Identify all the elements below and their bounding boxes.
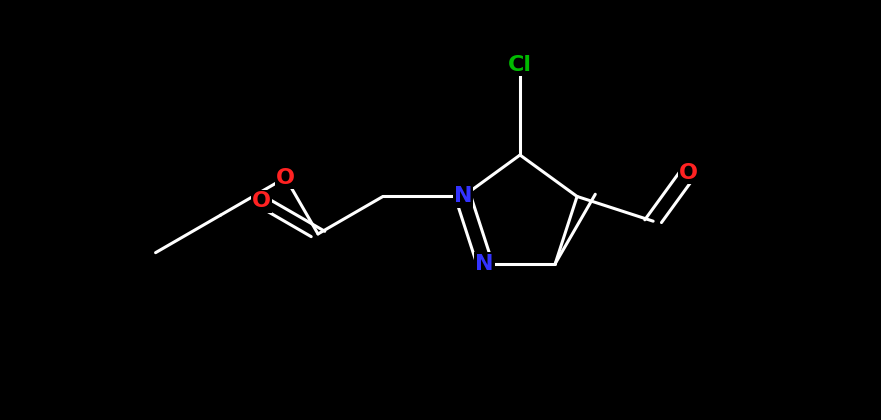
- Text: O: O: [679, 163, 698, 183]
- Text: N: N: [454, 186, 472, 207]
- Text: O: O: [276, 168, 295, 188]
- Text: O: O: [252, 192, 271, 211]
- Text: N: N: [476, 254, 494, 273]
- Text: Cl: Cl: [508, 55, 532, 75]
